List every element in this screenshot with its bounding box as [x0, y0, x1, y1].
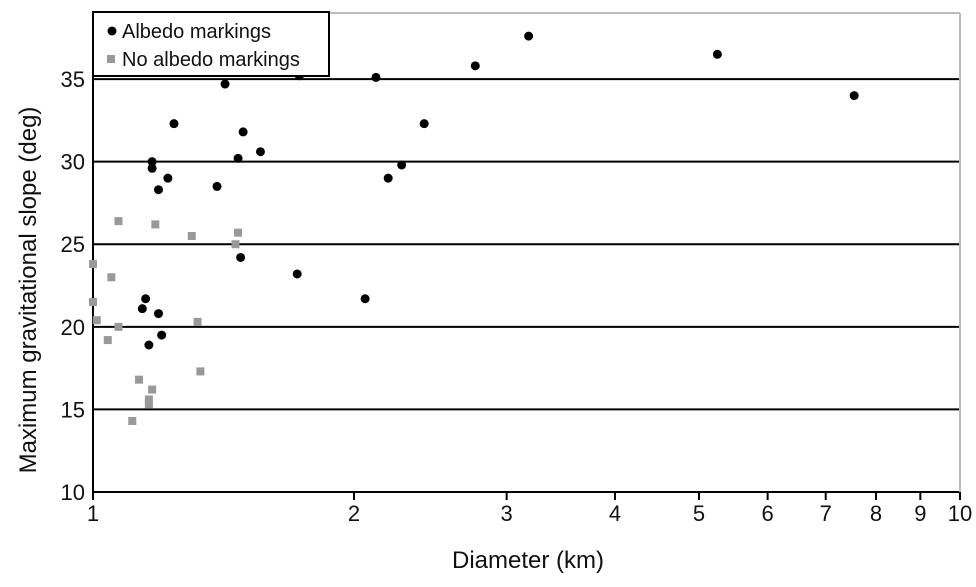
point-no-albedo [89, 260, 97, 269]
point-no-albedo [144, 395, 153, 404]
point-albedo [360, 294, 370, 304]
point-albedo [238, 127, 248, 137]
point-no-albedo [148, 385, 157, 394]
point-albedo [255, 147, 265, 157]
point-no-albedo [196, 367, 205, 376]
point-albedo [383, 173, 393, 183]
y-tick-label: 20 [61, 315, 85, 340]
point-albedo [236, 252, 246, 262]
y-tick-label: 10 [61, 480, 85, 505]
point-no-albedo [89, 298, 97, 307]
y-tick-label: 25 [61, 232, 85, 257]
point-no-albedo [234, 228, 243, 237]
x-tick-label: 8 [870, 501, 882, 526]
point-no-albedo [114, 322, 123, 331]
point-albedo [141, 294, 151, 304]
y-tick-label: 15 [61, 397, 85, 422]
point-albedo [157, 330, 167, 340]
y-tick-label: 30 [61, 150, 85, 175]
point-no-albedo [114, 217, 123, 226]
point-albedo [419, 119, 429, 129]
x-tick-label: 3 [501, 501, 513, 526]
point-albedo [144, 340, 154, 350]
point-no-albedo [135, 375, 144, 384]
point-albedo [524, 31, 534, 41]
legend: Albedo markings No albedo markings [92, 11, 330, 77]
x-tick-label: 6 [762, 501, 774, 526]
y-axis-title: Maximum gravitational slope (deg) [15, 107, 42, 474]
point-albedo [470, 61, 480, 71]
x-tick-label: 7 [820, 501, 832, 526]
point-no-albedo [103, 336, 112, 345]
point-no-albedo [151, 220, 160, 229]
axes: 10 15 20 25 30 35 1 2 3 4 5 6 7 8 9 10 [61, 12, 972, 526]
point-albedo [397, 160, 407, 170]
point-albedo [220, 79, 230, 89]
legend-label-albedo: Albedo markings [122, 21, 271, 43]
point-albedo [153, 185, 163, 195]
point-albedo [163, 173, 173, 183]
point-albedo [233, 153, 243, 163]
point-albedo [137, 304, 147, 314]
point-no-albedo [193, 317, 202, 326]
point-albedo [169, 119, 179, 129]
point-albedo [371, 72, 381, 82]
point-no-albedo [231, 240, 240, 249]
y-tick-label: 35 [61, 67, 85, 92]
point-no-albedo [92, 316, 101, 325]
legend-marker-no-albedo [107, 55, 115, 63]
data-points [89, 31, 859, 425]
point-albedo [147, 157, 157, 167]
point-albedo [292, 269, 302, 279]
point-no-albedo [107, 273, 116, 282]
x-tick-label: 1 [87, 501, 99, 526]
point-albedo [212, 181, 222, 191]
point-no-albedo [144, 400, 153, 409]
point-albedo [712, 49, 722, 59]
x-tick-label: 2 [348, 501, 360, 526]
point-no-albedo [187, 231, 196, 240]
point-albedo [153, 309, 163, 319]
x-tick-label: 4 [609, 501, 621, 526]
point-no-albedo [128, 416, 137, 425]
x-tick-label: 9 [914, 501, 926, 526]
x-tick-label: 5 [693, 501, 705, 526]
legend-marker-albedo [107, 26, 117, 36]
legend-box [92, 11, 330, 77]
point-albedo [849, 91, 859, 101]
x-tick-label: 10 [948, 501, 972, 526]
x-axis-title: Diameter (km) [452, 547, 604, 574]
legend-label-no-albedo: No albedo markings [122, 49, 300, 71]
point-albedo [147, 163, 157, 173]
gridlines [93, 78, 960, 411]
